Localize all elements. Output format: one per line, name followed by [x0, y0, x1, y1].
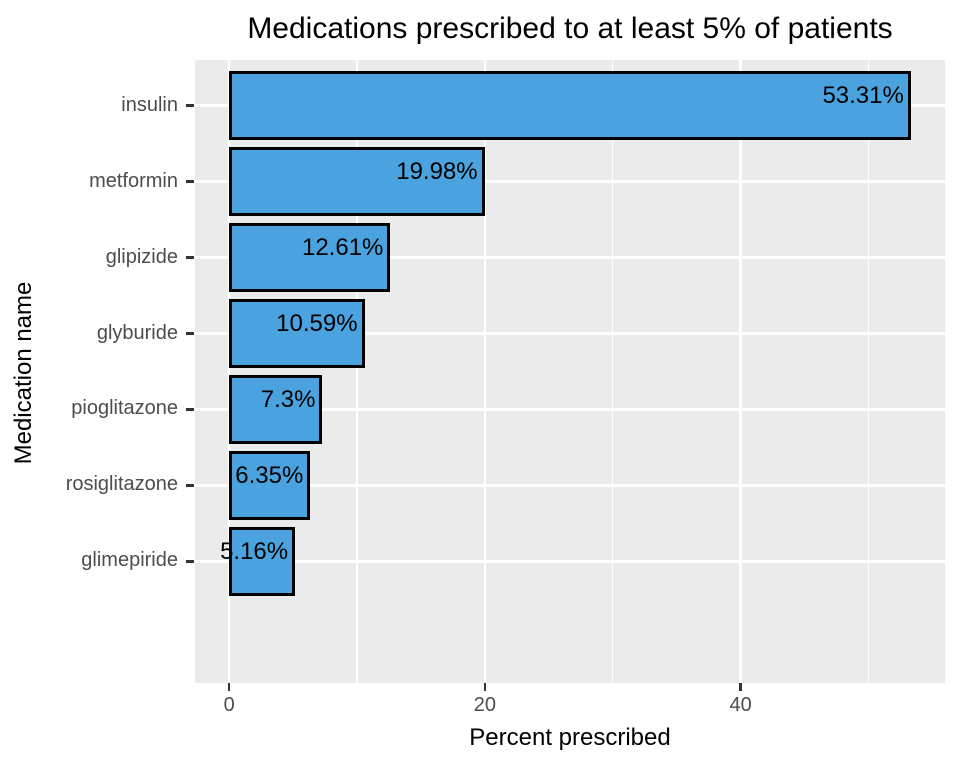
- bar-insulin: 53.31%: [229, 71, 911, 140]
- y-axis-label-rosiglitazone: rosiglitazone: [65, 473, 178, 496]
- y-axis-tick: [186, 484, 194, 487]
- y-axis-tick: [186, 332, 194, 335]
- bar-rosiglitazone: 6.35%: [229, 451, 311, 520]
- y-axis-label-metformin: metformin: [89, 169, 178, 192]
- bar-pioglitazone: 7.3%: [229, 375, 323, 444]
- bar-value-label: 6.35%: [235, 462, 304, 490]
- gridline-vertical-minor: [867, 60, 870, 683]
- gridline-vertical-major: [227, 60, 231, 683]
- gridline-horizontal-major: [195, 484, 945, 487]
- bar-glyburide: 10.59%: [229, 299, 365, 368]
- y-axis-tick: [186, 256, 194, 259]
- x-axis-tick: [739, 683, 742, 691]
- gridline-vertical-major: [483, 60, 487, 683]
- y-axis-tick: [186, 560, 194, 563]
- bar-value-label: 7.3%: [260, 386, 316, 414]
- y-axis-tick: [186, 180, 194, 183]
- x-axis-tick-label: 40: [729, 694, 752, 716]
- y-axis-label-insulin: insulin: [121, 93, 178, 116]
- plot-panel: 53.31% 19.98% 12.61% 10.59% 7.3% 6.35% 5.16%: [195, 60, 945, 683]
- y-axis-label-glimepiride: glimepiride: [81, 549, 178, 572]
- gridline-horizontal-major: [195, 256, 945, 259]
- y-axis-tick: [186, 408, 194, 411]
- bar-metformin: 19.98%: [229, 147, 485, 216]
- bar-value-label: 12.61%: [301, 234, 384, 262]
- y-axis-label-glyburide: glyburide: [96, 321, 178, 344]
- gridline-vertical-major: [739, 60, 742, 683]
- bar-value-label: 10.59%: [276, 310, 358, 338]
- x-axis-tick-label: 20: [473, 694, 497, 716]
- bar-value-label: 5.16%: [220, 538, 289, 566]
- gridline-vertical-minor: [356, 60, 358, 683]
- gridline-horizontal-major: [195, 560, 945, 563]
- gridline-vertical-minor: [612, 60, 614, 683]
- x-axis-title: Percent prescribed: [469, 724, 671, 751]
- bar-glimepiride: 5.16%: [220, 527, 296, 596]
- gridline-horizontal-major: [195, 332, 945, 335]
- y-axis-label-glipizide: glipizide: [105, 245, 178, 268]
- y-axis-label-pioglitazone: pioglitazone: [71, 397, 178, 420]
- x-axis-tick: [227, 683, 231, 691]
- y-axis-tick: [186, 104, 194, 107]
- bar-glipizide: 12.61%: [229, 223, 391, 292]
- bar-value-label: 19.98%: [396, 158, 478, 186]
- x-axis-tick: [483, 683, 487, 691]
- x-axis-tick-label: 0: [223, 694, 235, 716]
- bar-value-label: 53.31%: [822, 82, 904, 110]
- chart-title: Medications prescribed to at least 5% of…: [247, 12, 893, 45]
- gridline-horizontal-major: [195, 180, 945, 183]
- y-axis-title: Medication name: [10, 281, 37, 465]
- gridline-horizontal-major: [195, 408, 945, 411]
